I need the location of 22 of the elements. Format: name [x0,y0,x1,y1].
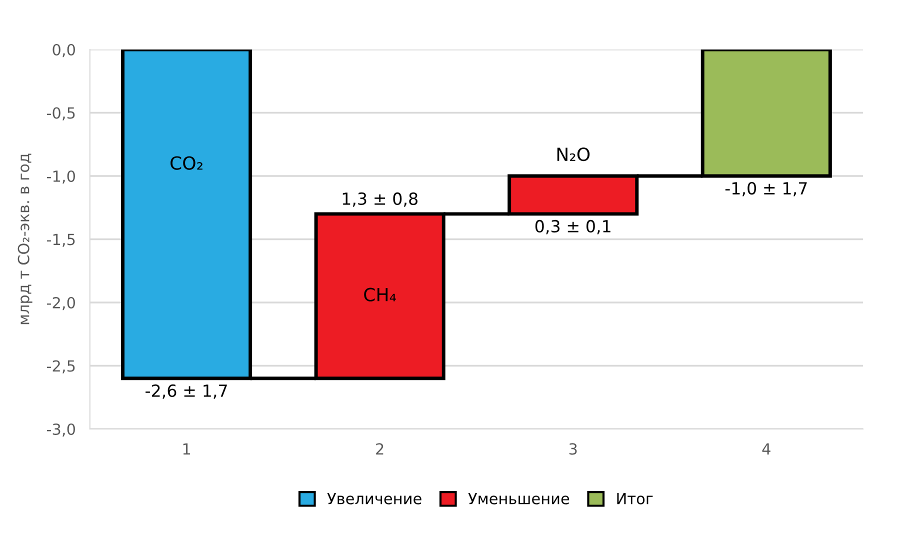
y-tick-label: -2,0 [46,296,75,310]
legend-label: Итог [617,493,653,504]
legend-label: Увеличение [327,493,422,504]
annotation: CO₂ [170,156,202,170]
y-tick-label: -0,5 [46,107,75,120]
data-label: -1,0 ± 1,7 [725,182,807,196]
x-tick-label: 1 [183,443,190,454]
data-label: -2,6 ± 1,7 [146,384,227,399]
y-axis-title: млрд т CO₂-экв. в год [18,154,32,324]
y-tick-label: -1,5 [46,234,75,247]
data-label: 0,3 ± 0,1 [535,220,610,234]
data-label: 1,3 ± 0,8 [342,192,418,207]
y-tick-label: -1,0 [46,170,75,184]
x-tick-label: 4 [762,443,770,454]
x-tick-label: 3 [569,443,577,455]
y-tick-label: -3,0 [46,423,75,437]
legend-label: Уменьшение [468,493,570,504]
annotation: N₂O [557,147,590,162]
x-tick-label: 2 [376,443,384,454]
y-tick-label: 0,0 [52,44,75,58]
y-tick-label: -2,5 [46,360,75,374]
annotation: CH₄ [364,288,396,302]
